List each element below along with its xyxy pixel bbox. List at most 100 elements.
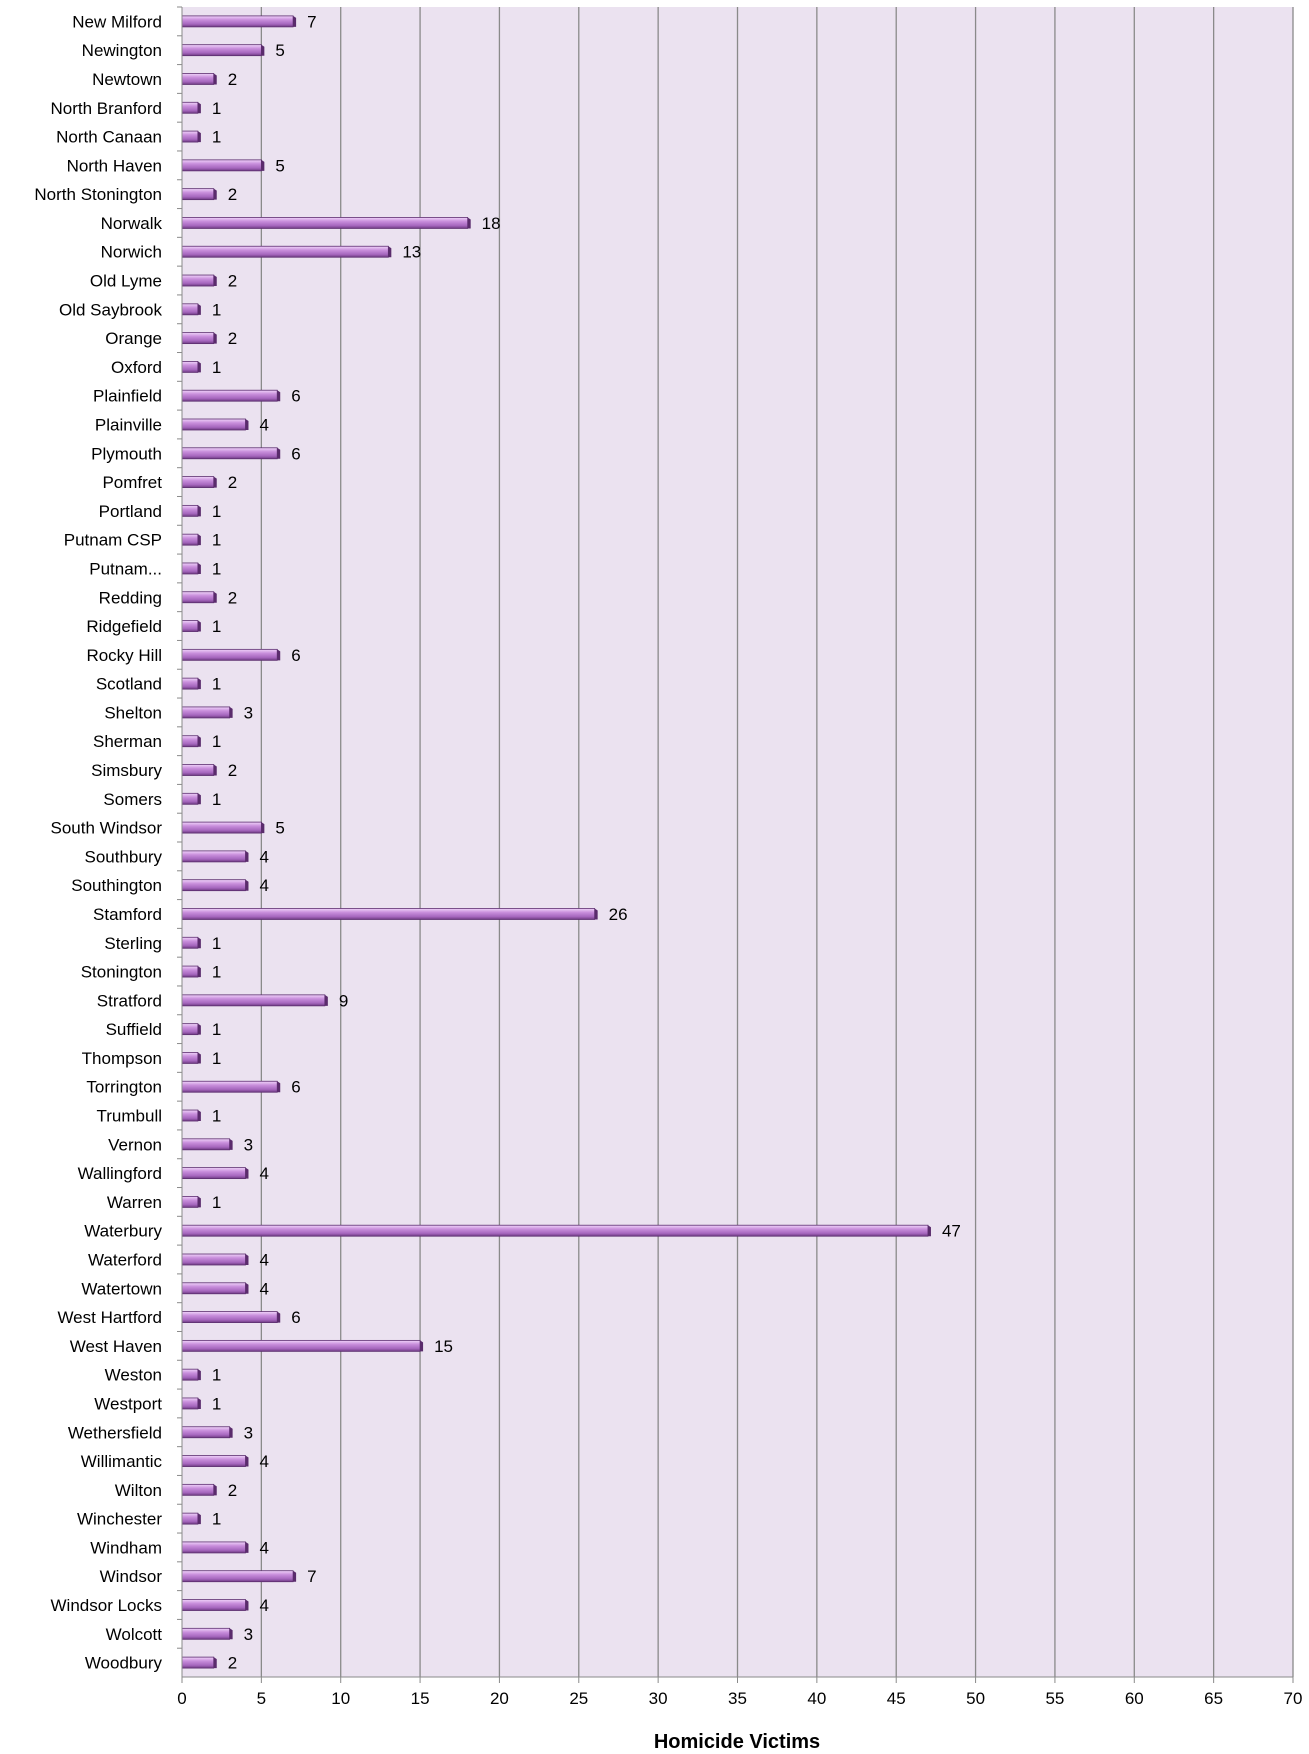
value-label: 6 (291, 444, 300, 463)
value-label: 18 (482, 214, 501, 233)
bar (181, 850, 246, 863)
bar (181, 1339, 421, 1352)
bar (181, 504, 199, 517)
category-label: West Haven (70, 1337, 162, 1356)
category-label: Weston (105, 1366, 162, 1385)
bar (181, 1023, 199, 1036)
bar (181, 15, 294, 28)
value-label: 5 (275, 819, 284, 838)
bar (181, 447, 278, 460)
x-axis-title: Homicide Victims (654, 1731, 820, 1753)
bar (181, 1483, 215, 1496)
bar (181, 994, 326, 1007)
x-tick-label: 25 (569, 1689, 588, 1708)
category-label: Somers (103, 790, 162, 809)
bar-end (197, 1052, 201, 1064)
value-label: 6 (291, 387, 300, 406)
bar (181, 1397, 199, 1410)
category-label: North Stonington (34, 185, 162, 204)
bar-end (261, 822, 265, 834)
value-label: 5 (275, 156, 284, 175)
value-label: 26 (609, 905, 628, 924)
category-label: Sherman (93, 732, 162, 751)
category-label: Rocky Hill (86, 646, 162, 665)
value-labels: 7521152181321216462111216131215442611911… (212, 12, 961, 1672)
value-label: 2 (228, 473, 237, 492)
category-label: Waterford (88, 1251, 162, 1270)
bar (181, 245, 389, 258)
category-label: Norwalk (101, 214, 163, 233)
value-label: 4 (259, 1164, 268, 1183)
value-label: 1 (212, 1020, 221, 1039)
bar-end (277, 1311, 281, 1323)
bar (181, 1282, 246, 1295)
category-label: Windham (90, 1538, 162, 1557)
value-label: 2 (228, 1654, 237, 1673)
bar (181, 332, 215, 345)
bar-end (197, 534, 201, 546)
category-label: Scotland (96, 675, 162, 694)
value-label: 1 (212, 502, 221, 521)
x-tick-label: 35 (728, 1689, 747, 1708)
category-label: Putnam CSP (64, 531, 162, 550)
value-label: 3 (244, 703, 253, 722)
bar-end (197, 966, 201, 978)
bar (181, 965, 199, 978)
bar-end (197, 1110, 201, 1122)
bar-end (229, 1426, 233, 1438)
category-label: North Haven (67, 156, 162, 175)
bar (181, 1167, 246, 1180)
value-label: 4 (259, 416, 268, 435)
value-label: 1 (212, 617, 221, 636)
bar-end (197, 735, 201, 747)
bar (181, 130, 199, 143)
bar (181, 648, 278, 661)
grid-lines (260, 7, 1294, 1677)
category-labels: New Milford Newington Newtown North Branfor… (34, 12, 162, 1672)
bar-end (245, 419, 249, 430)
category-label: Southbury (85, 847, 163, 866)
category-label: Old Saybrook (59, 300, 162, 319)
bar (181, 1599, 246, 1611)
bar-end (277, 1081, 281, 1093)
bar (181, 533, 199, 546)
bar-end (245, 1455, 249, 1467)
value-label: 1 (212, 934, 221, 953)
value-label: 1 (212, 790, 221, 809)
category-label: Vernon (108, 1135, 162, 1154)
bar-end (213, 73, 217, 85)
bar (181, 389, 278, 402)
bar (181, 188, 215, 201)
bar-end (245, 850, 249, 862)
x-tick-label: 30 (649, 1689, 668, 1708)
value-label: 4 (259, 1538, 268, 1557)
category-label: Torrington (86, 1078, 162, 1097)
category-label: New Milford (72, 12, 162, 31)
bar (181, 677, 199, 690)
bar-end (229, 706, 233, 718)
value-label: 2 (228, 329, 237, 348)
category-label: Simsbury (91, 761, 162, 780)
value-label: 1 (212, 1394, 221, 1413)
bar-end (245, 1167, 249, 1179)
value-label: 3 (244, 1625, 253, 1644)
bar (181, 1627, 231, 1640)
category-label: Winchester (77, 1510, 162, 1529)
bar (181, 562, 199, 575)
bar-end (197, 562, 201, 574)
bar (181, 73, 215, 85)
bar-end (594, 908, 598, 920)
bar-end (197, 102, 201, 114)
category-label: West Hartford (57, 1308, 162, 1327)
bar (181, 1368, 199, 1381)
bar-end (245, 1282, 249, 1294)
category-label: Plymouth (91, 444, 162, 463)
bar-end (293, 15, 297, 27)
category-label: Putnam... (89, 559, 162, 578)
category-label: Oxford (111, 358, 162, 377)
bar (181, 303, 199, 316)
bar (181, 418, 246, 431)
category-label: Suffield (106, 1020, 162, 1039)
bar-end (197, 1397, 201, 1409)
